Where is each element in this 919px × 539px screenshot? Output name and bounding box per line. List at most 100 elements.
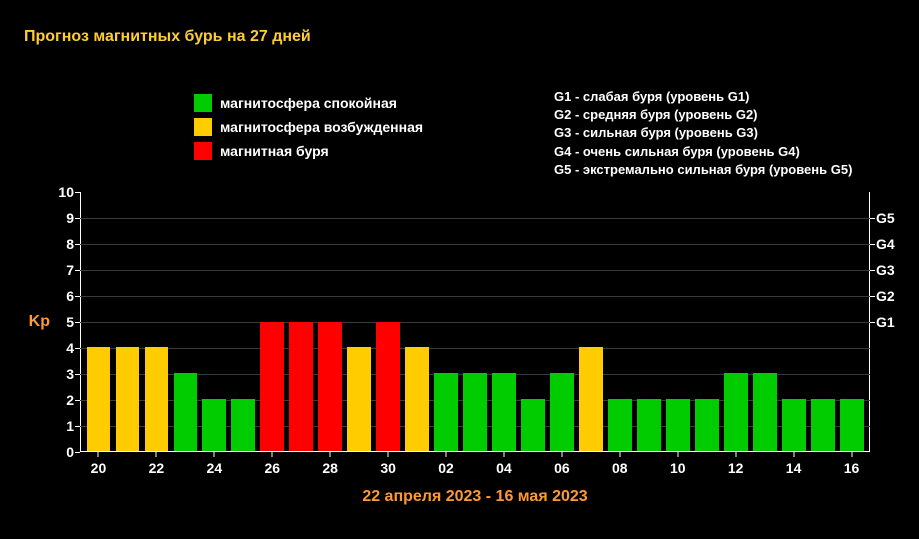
g-tick-label: G2 [876, 288, 895, 304]
bar-slot [692, 192, 721, 451]
legend-swatch [194, 94, 212, 112]
bar-slot [634, 192, 663, 451]
bar-slot [374, 192, 403, 451]
chart-title: Прогноз магнитных бурь на 27 дней [24, 28, 311, 46]
bar-slot [316, 192, 345, 451]
bar-slot [113, 192, 142, 451]
bar [260, 322, 284, 452]
bar-slot [229, 192, 258, 451]
x-tick-label: 24 [207, 460, 223, 476]
bar-slot [519, 192, 548, 451]
x-tick-mark [98, 452, 99, 457]
bar-slot [84, 192, 113, 451]
y-tick-mark-right [870, 244, 875, 245]
bar-slot [345, 192, 374, 451]
legend-label: магнитосфера возбужденная [220, 119, 423, 135]
bar [463, 373, 487, 451]
bar [811, 399, 835, 451]
bar [434, 373, 458, 451]
y-tick-mark-right [870, 218, 875, 219]
x-tick-label: 04 [496, 460, 512, 476]
bar [202, 399, 226, 451]
x-axis-title: 22 апреля 2023 - 16 мая 2023 [80, 488, 870, 506]
legend-label: магнитная буря [220, 143, 329, 159]
bar-slot [605, 192, 634, 451]
g-level-label: G1 - слабая буря (уровень G1) [554, 88, 852, 106]
g-level-label: G5 - экстремально сильная буря (уровень … [554, 161, 852, 179]
bar [608, 399, 632, 451]
bar [231, 399, 255, 451]
bar [637, 399, 661, 451]
bar [550, 373, 574, 451]
bar-slot [750, 192, 779, 451]
bar-slot [808, 192, 837, 451]
bar-slot [403, 192, 432, 451]
g-level-label: G2 - средняя буря (уровень G2) [554, 106, 852, 124]
bar-slot [287, 192, 316, 451]
bar [695, 399, 719, 451]
bar [666, 399, 690, 451]
y-tick-mark [75, 452, 80, 453]
bar [782, 399, 806, 451]
legend-item: магнитосфера возбужденная [194, 118, 423, 136]
x-axis-line [80, 451, 870, 452]
x-tick-label: 26 [264, 460, 280, 476]
x-tick-mark [388, 452, 389, 457]
x-tick-label: 22 [149, 460, 165, 476]
y-tick-label: 1 [44, 418, 74, 434]
bar [145, 347, 169, 451]
x-tick-mark [851, 452, 852, 457]
x-tick-mark [156, 452, 157, 457]
y-tick-label: 3 [44, 366, 74, 382]
x-tick-mark [330, 452, 331, 457]
legend-swatch [194, 142, 212, 160]
bar-slot [258, 192, 287, 451]
bar [579, 347, 603, 451]
x-tick-mark [735, 452, 736, 457]
y-tick-mark-right [870, 296, 875, 297]
legend-swatch [194, 118, 212, 136]
x-tick-mark [793, 452, 794, 457]
bar-slot [142, 192, 171, 451]
y-tick-mark-right [870, 270, 875, 271]
x-tick-label: 12 [728, 460, 744, 476]
bar-slot [837, 192, 866, 451]
x-tick-label: 02 [438, 460, 454, 476]
bar [753, 373, 777, 451]
y-tick-label: 9 [44, 210, 74, 226]
bar [492, 373, 516, 451]
bar [87, 347, 111, 451]
x-tick-label: 16 [844, 460, 860, 476]
y-tick-label: 10 [44, 184, 74, 200]
g-tick-label: G1 [876, 314, 895, 330]
y-tick-label: 2 [44, 392, 74, 408]
bar [405, 347, 429, 451]
bar-slot [548, 192, 577, 451]
bar-slot [576, 192, 605, 451]
bar-slot [461, 192, 490, 451]
legend-label: магнитосфера спокойная [220, 95, 397, 111]
bar-slot [779, 192, 808, 451]
legend-item: магнитная буря [194, 142, 423, 160]
bar-slot [200, 192, 229, 451]
bar-slot [432, 192, 461, 451]
bar [347, 347, 371, 451]
x-tick-mark [272, 452, 273, 457]
y-tick-label: 6 [44, 288, 74, 304]
legend-colors: магнитосфера спокойная магнитосфера возбу… [194, 94, 423, 166]
x-tick-label: 10 [670, 460, 686, 476]
x-tick-label: 20 [91, 460, 107, 476]
y-tick-mark-right [870, 322, 875, 323]
y-tick-label: 7 [44, 262, 74, 278]
x-tick-mark [619, 452, 620, 457]
x-tick-mark [503, 452, 504, 457]
bar-slot [171, 192, 200, 451]
bar-slot [721, 192, 750, 451]
y-tick-label: 0 [44, 444, 74, 460]
bar [318, 322, 342, 452]
x-tick-label: 14 [786, 460, 802, 476]
legend-g-levels: G1 - слабая буря (уровень G1)G2 - средня… [554, 88, 852, 179]
x-tick-label: 28 [322, 460, 338, 476]
bar [116, 347, 140, 451]
bar-slot [663, 192, 692, 451]
